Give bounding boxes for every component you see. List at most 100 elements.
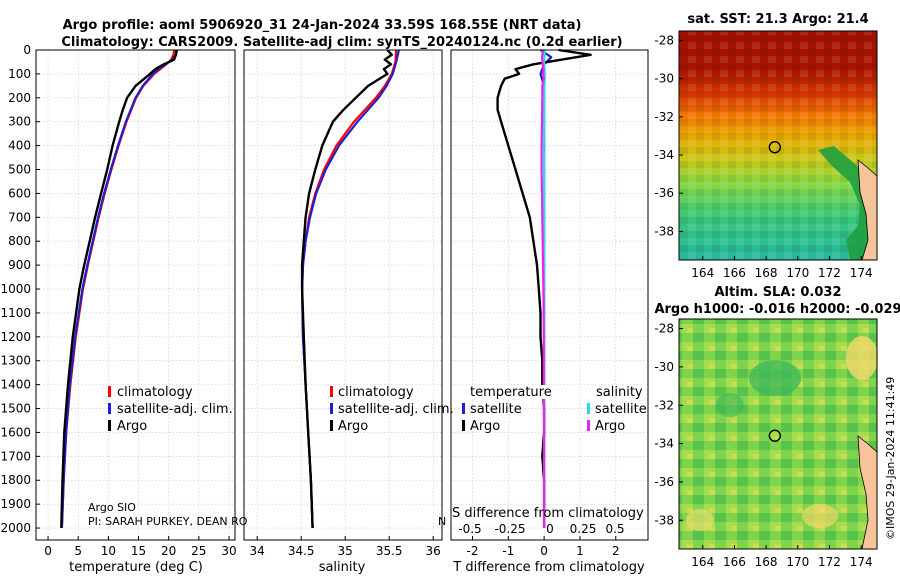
salinity-profiles xyxy=(300,49,400,529)
depth-tick-label: 600 xyxy=(8,186,31,200)
map-x-tick-label: 166 xyxy=(723,266,746,280)
sst-map-frame xyxy=(678,30,878,261)
temperature-legend: climatology satellite-adj. clim. Argo xyxy=(108,385,233,434)
sla-map-frame xyxy=(678,318,878,550)
map-x-tick-label: 166 xyxy=(723,555,746,569)
legend-label-temp-satellite: satellite xyxy=(470,402,522,417)
x-tick-label: 35.5 xyxy=(376,544,403,558)
depth-tick-label: 1700 xyxy=(0,449,31,463)
map-y-tick-label: -30 xyxy=(654,360,674,374)
credit-institution: Argo SIO xyxy=(88,501,136,514)
x-tick-label: 36 xyxy=(426,544,441,558)
map-y-tick-label: -32 xyxy=(654,110,674,124)
difference-panel: -2 -1 0 1 2 T difference from climatology S … xyxy=(450,48,649,575)
salinity-tick-labels: 34 34.5 35 35.5 36 xyxy=(250,536,441,558)
title-line-1: Argo profile: aoml 5906920_31 24-Jan-202… xyxy=(63,18,582,33)
map-x-tick-label: 168 xyxy=(755,266,778,280)
map-x-tick-label: 168 xyxy=(755,555,778,569)
legend-swatch-climatology xyxy=(330,386,333,397)
salinity-axes-frame xyxy=(243,49,443,541)
credit-note-fragment: N xyxy=(438,515,446,528)
t-difference-axis-label: T difference from climatology xyxy=(452,560,645,575)
map-y-tick-label: -28 xyxy=(654,34,674,48)
temperature-profiles xyxy=(60,49,179,529)
legend-label-satellite: satellite-adj. clim. xyxy=(338,402,454,417)
legend-label-satellite: satellite-adj. clim. xyxy=(117,402,233,417)
depth-tick-label: 500 xyxy=(8,163,31,177)
legend-title-salinity: salinity xyxy=(596,385,643,400)
series-line-argo xyxy=(60,49,178,529)
difference-legend: temperature salinity satellite Argo sate… xyxy=(456,385,647,434)
depth-tick-label: 100 xyxy=(8,67,31,81)
depth-tick-label: 700 xyxy=(8,210,31,224)
sla-low-anomaly xyxy=(749,360,801,396)
depth-tick-label: 900 xyxy=(8,258,31,272)
s-difference-axis-label: S difference from climatology xyxy=(452,506,644,521)
salinity-legend: climatology satellite-adj. clim. Argo xyxy=(330,385,454,434)
sst-map-title: sat. SST: 21.3 Argo: 21.4 xyxy=(687,12,868,27)
sla-map: Altim. SLA: 0.032 Argo h1000: -0.016 h20… xyxy=(654,285,900,569)
depth-tick-labels: 0 100 200 300 400 500 600 700 800 900 1000 1100 1200… xyxy=(0,43,40,535)
x-tick-label: 30 xyxy=(221,544,236,558)
temperature-axis-label: temperature (deg C) xyxy=(69,560,203,575)
depth-tick-label: 1200 xyxy=(0,330,31,344)
argo-float-marker xyxy=(768,429,782,442)
s-tick: -0.5 xyxy=(458,522,481,536)
temperature-tick-labels: 0 5 10 15 20 25 30 xyxy=(44,536,237,558)
sla-high-anomaly xyxy=(846,336,878,380)
depth-tick-label: 1600 xyxy=(0,425,31,439)
map-y-tick-label: -34 xyxy=(654,148,674,162)
legend-label-climatology: climatology xyxy=(117,385,193,400)
s-tick: 0 xyxy=(546,522,554,536)
legend-label-argo: Argo xyxy=(117,419,147,434)
legend-swatch-satellite xyxy=(330,403,333,414)
map-x-tick-label: 174 xyxy=(850,266,873,280)
sla-low-anomaly xyxy=(716,393,744,417)
s-tick: 0.5 xyxy=(605,522,624,536)
legend-background xyxy=(456,385,556,399)
temperature-panel: 0100200300400500600700800900100011001200… xyxy=(0,43,247,575)
map-y-tick-label: -36 xyxy=(654,186,674,200)
sst-map-ticks: 164 166 168 170 172 174 -28 -30 -32 -34 -36 -38 xyxy=(654,34,872,280)
depth-tick-label: 1400 xyxy=(0,378,31,392)
x-tick-label: -1 xyxy=(502,544,514,558)
x-tick-label: 34.5 xyxy=(288,544,315,558)
s-difference-tick-labels: -0.5 -0.25 0 0.25 0.5 xyxy=(458,522,624,536)
map-x-tick-label: 170 xyxy=(786,555,809,569)
depth-tick-label: 1000 xyxy=(0,282,31,296)
legend-swatch-climatology xyxy=(108,386,111,397)
depth-tick-label: 400 xyxy=(8,139,31,153)
x-tick-label: 5 xyxy=(74,544,82,558)
depth-tick-label: 1800 xyxy=(0,473,31,487)
depth-tick-label: 1500 xyxy=(0,402,31,416)
salinity-panel: 34 34.5 35 35.5 36 salinity climatology sate… xyxy=(243,49,454,575)
title-line-2: Climatology: CARS2009. Satellite-adj cli… xyxy=(61,35,622,50)
sla-map-title-2: Argo h1000: -0.016 h2000: -0.029 xyxy=(654,302,900,317)
legend-title-temperature: temperature xyxy=(470,385,552,400)
legend-label-sal-argo: Argo xyxy=(595,419,625,434)
x-tick-label: 0 xyxy=(44,544,52,558)
map-x-tick-label: 164 xyxy=(691,266,714,280)
x-tick-label: 0 xyxy=(540,544,548,558)
legend-label-argo: Argo xyxy=(338,419,368,434)
series-line-argo xyxy=(300,49,393,529)
salinity-axis-label: salinity xyxy=(319,560,366,575)
legend-label-sal-satellite: satellite xyxy=(595,402,647,417)
s-tick: -0.25 xyxy=(494,522,525,536)
map-y-tick-label: -38 xyxy=(654,224,674,238)
map-x-tick-label: 172 xyxy=(818,555,841,569)
x-tick-label: 20 xyxy=(161,544,176,558)
x-tick-label: 15 xyxy=(131,544,146,558)
depth-tick-label: 800 xyxy=(8,234,31,248)
map-x-tick-label: 170 xyxy=(786,266,809,280)
depth-tick-label: 2000 xyxy=(0,521,31,535)
x-tick-label: 35 xyxy=(338,544,353,558)
s-tick: 0.25 xyxy=(570,522,597,536)
depth-tick-label: 1900 xyxy=(0,497,31,511)
map-x-tick-label: 164 xyxy=(691,555,714,569)
difference-profiles xyxy=(496,48,592,528)
legend-label-climatology: climatology xyxy=(338,385,414,400)
legend-swatch-argo xyxy=(108,420,111,431)
sla-field xyxy=(679,319,877,549)
difference-grid xyxy=(451,49,648,540)
